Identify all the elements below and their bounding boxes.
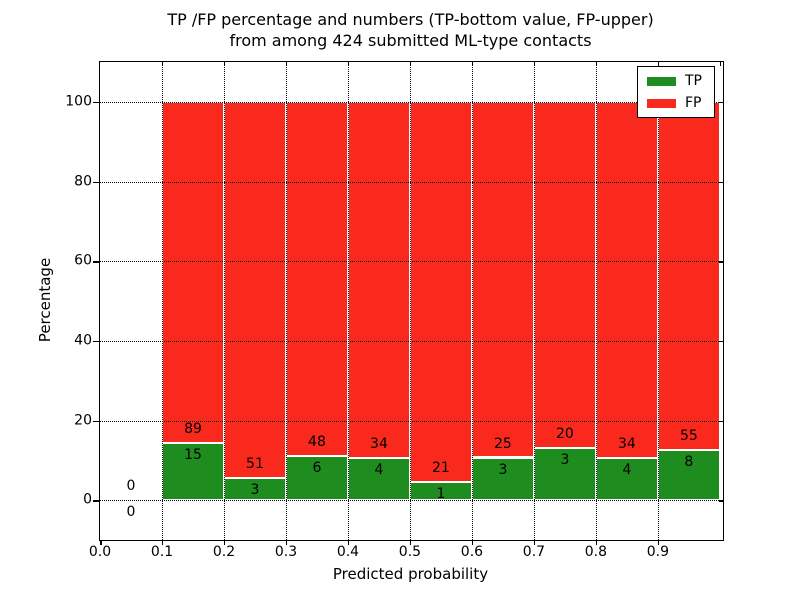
bar-fp-segment: [471, 101, 534, 458]
y-tick-label: 60: [74, 252, 92, 269]
bar-tp-segment: [657, 449, 720, 501]
x-tick: [100, 540, 102, 545]
bar-fp-count-label: 21: [432, 460, 450, 477]
x-tick: [657, 540, 660, 545]
x-tick-label: 0.1: [150, 544, 174, 560]
x-tick-label: 0.9: [646, 544, 670, 560]
y-tick-right: [719, 420, 723, 422]
legend-entry-tp: TP: [647, 74, 702, 88]
bar-fp-segment: [161, 101, 224, 443]
x-tick-top: [161, 62, 164, 66]
x-tick: [533, 540, 536, 545]
x-tick-top: [533, 62, 536, 66]
x-tick: [471, 540, 474, 545]
y-tick-right: [719, 181, 723, 183]
y-tick: [93, 181, 99, 183]
bar-tp-count-label: 3: [498, 461, 508, 478]
x-tick-label: 0.2: [212, 544, 236, 560]
x-tick: [595, 540, 598, 545]
x-tick: [347, 540, 350, 545]
y-tick-label: 0: [83, 491, 92, 508]
legend-swatch-tp-icon: [647, 76, 676, 86]
bar-tp-segment: [595, 458, 658, 501]
bar-tp-segment: [347, 458, 410, 501]
y-axis-label: Percentage: [36, 257, 54, 343]
bar-tp-segment: [533, 448, 596, 501]
legend: TP FP: [637, 66, 715, 118]
y-tick-label: 40: [74, 332, 92, 349]
bar-tp-count-label: 4: [622, 462, 632, 479]
x-tick-top: [409, 62, 412, 66]
plot-area: TP FP 0 0 89 15 51 3 48 6 34 4 21 1 25 3 20 3 34 4 55 8 0.0 0…: [65, 61, 724, 560]
bar-fp-count-label: 48: [308, 433, 326, 450]
y-tick-label: 80: [74, 173, 92, 189]
x-tick-top: [347, 62, 350, 66]
x-tick-label: 0.4: [336, 544, 360, 560]
x-tick-top: [471, 62, 474, 66]
y-tick-right: [719, 261, 723, 263]
legend-label-fp: FP: [685, 95, 702, 111]
y-gridline: [100, 500, 723, 502]
bar-fp-segment: [533, 101, 596, 449]
bar-tp-segment: [285, 455, 348, 501]
bar-fp-segment: [285, 101, 348, 456]
bar-tp-count-label: 0: [126, 504, 136, 521]
y-tick-label: 20: [74, 412, 92, 428]
y-tick: [93, 340, 99, 343]
legend-entry-fp: FP: [647, 96, 702, 110]
x-tick-label: 0.6: [460, 544, 484, 560]
y-tick-label: 100: [65, 93, 92, 110]
y-tick: [93, 101, 99, 104]
bar-fp-count-label: 34: [370, 436, 388, 453]
bar-tp-count-label: 4: [374, 462, 384, 479]
bar-fp-segment: [657, 101, 720, 450]
bar-tp-count-label: 15: [184, 446, 202, 463]
y-tick: [93, 261, 99, 263]
bar-tp-count-label: 6: [312, 459, 322, 476]
bar-tp-segment: [161, 442, 224, 501]
bar-fp-count-label: 20: [556, 426, 574, 443]
bar-fp-count-label: 25: [494, 435, 512, 452]
x-tick-label: 0.8: [584, 544, 608, 560]
bar-fp-count-label: 89: [184, 420, 202, 437]
bar-tp-count-label: 3: [560, 452, 570, 469]
bar-fp-count-label: 0: [126, 478, 136, 495]
bar-fp-count-label: 55: [679, 427, 698, 444]
y-tick-right: [719, 101, 723, 104]
x-axis-label: Predicted probability: [332, 565, 489, 583]
bar-fp-count-label: 51: [246, 456, 264, 473]
x-tick-label: 0.7: [522, 544, 546, 560]
bar-fp-segment: [223, 101, 286, 478]
bar-fp-segment: [347, 101, 410, 459]
x-tick-top: [595, 62, 598, 66]
bar-tp-count-label: 3: [250, 482, 260, 499]
x-tick: [285, 540, 288, 545]
x-tick: [161, 540, 164, 545]
chart-title: TP /FP percentage and numbers (TP-bottom…: [99, 9, 722, 51]
bar-fp-segment: [595, 101, 658, 459]
x-tick-top: [285, 62, 288, 66]
bar-fp-count-label: 34: [617, 436, 636, 453]
y-tick: [93, 500, 99, 502]
x-tick: [409, 540, 412, 545]
legend-label-tp: TP: [685, 73, 702, 89]
x-tick-label: 0.5: [398, 544, 422, 560]
bar-tp-count-label: 8: [684, 453, 694, 470]
y-tick: [93, 420, 99, 422]
x-tick: [223, 540, 226, 545]
chart-title-line2: from among 424 submitted ML-type contact…: [229, 31, 592, 50]
legend-swatch-fp-icon: [647, 98, 676, 108]
x-tick-top: [719, 62, 722, 66]
x-tick-label: 0.3: [274, 544, 298, 560]
bar-fp-segment: [409, 101, 472, 483]
x-tick-label: 0.0: [88, 544, 112, 560]
chart-title-line1: TP /FP percentage and numbers (TP-bottom…: [167, 10, 654, 29]
x-tick-top: [223, 62, 226, 66]
y-tick-right: [719, 340, 723, 343]
bar-tp-count-label: 1: [436, 486, 446, 503]
y-tick-right: [719, 500, 723, 502]
